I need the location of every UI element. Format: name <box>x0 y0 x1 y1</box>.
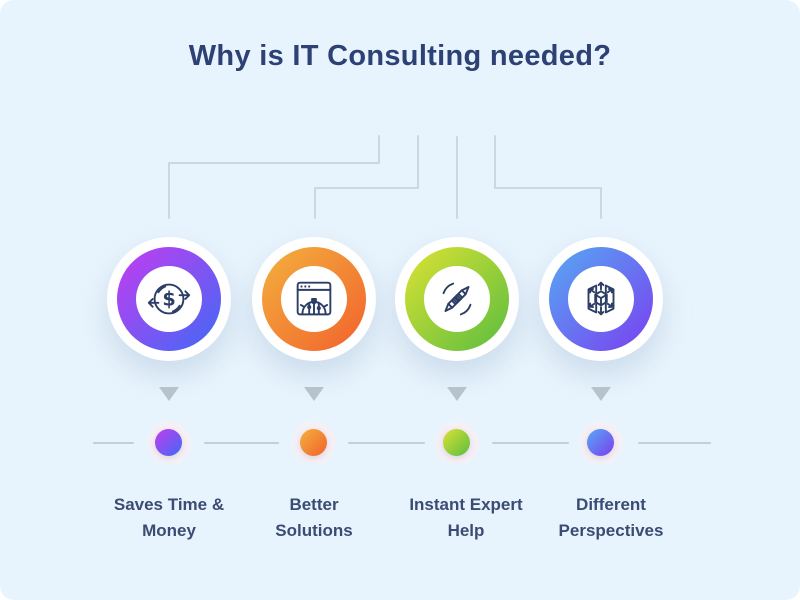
item-label: Better Solutions <box>275 495 353 540</box>
down-arrow-icon <box>304 387 324 401</box>
timeline-line-segment <box>638 442 711 444</box>
item-badge: $ <box>107 237 231 361</box>
item-badge <box>539 237 663 361</box>
timeline-dot <box>587 429 614 456</box>
timeline-line-segment <box>492 442 569 444</box>
timeline-dot <box>443 429 470 456</box>
timeline-dot <box>300 429 327 456</box>
page-title: Why is IT Consulting needed? <box>188 40 612 72</box>
item-label: Instant Expert Help <box>409 495 523 540</box>
gradient-ring <box>549 247 653 351</box>
perspectives-icon <box>576 274 626 324</box>
money-exchange-icon: $ <box>144 274 194 324</box>
item-badge <box>252 237 376 361</box>
expert-help-icon <box>432 274 482 324</box>
gradient-ring <box>405 247 509 351</box>
item-label: Saves Time & Money <box>113 495 225 540</box>
ring-core <box>424 266 490 332</box>
item-label: Different Perspectives <box>558 495 664 540</box>
settings-window-icon <box>289 274 339 324</box>
item-badge <box>395 237 519 361</box>
timeline-dot <box>155 429 182 456</box>
ring-core <box>281 266 347 332</box>
timeline-line-segment <box>93 442 134 444</box>
gradient-ring <box>262 247 366 351</box>
down-arrow-icon <box>159 387 179 401</box>
timeline-line-segment <box>348 442 425 444</box>
down-arrow-icon <box>447 387 467 401</box>
ring-core: $ <box>136 266 202 332</box>
down-arrow-icon <box>591 387 611 401</box>
svg-text:$: $ <box>162 288 175 311</box>
timeline-line-segment <box>204 442 279 444</box>
gradient-ring: $ <box>117 247 221 351</box>
ring-core <box>568 266 634 332</box>
